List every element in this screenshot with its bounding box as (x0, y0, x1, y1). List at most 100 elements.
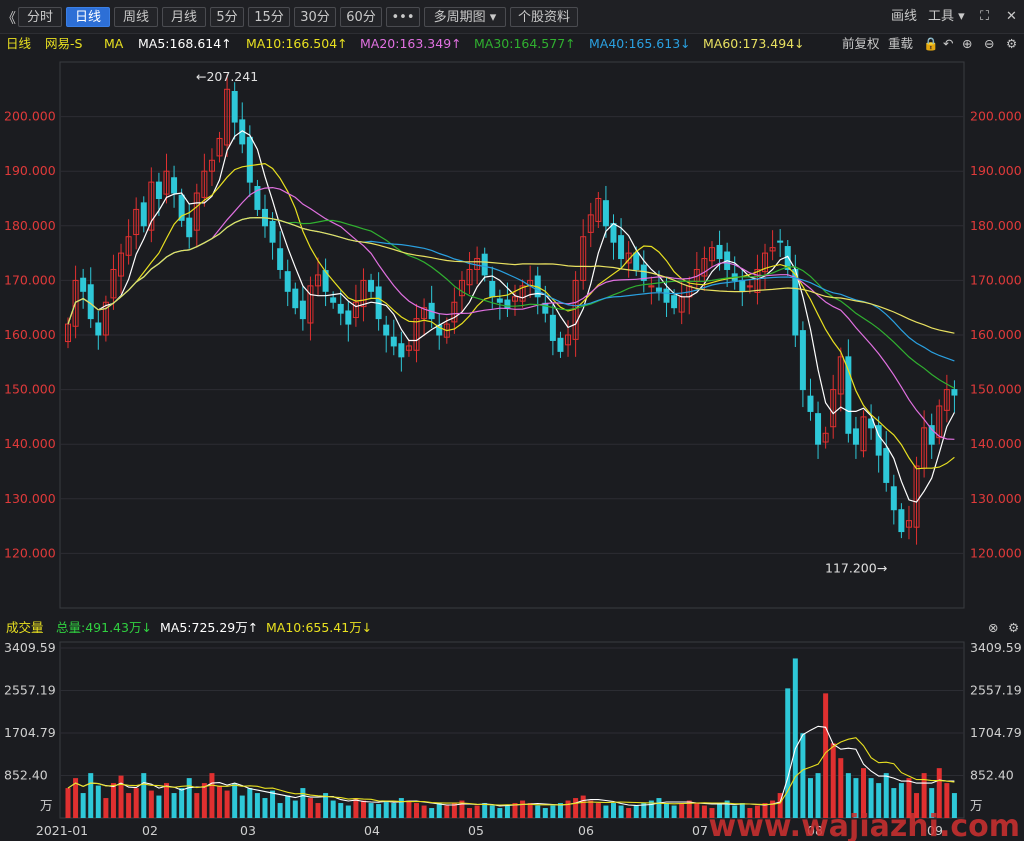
tab-5[interactable]: 15分 (248, 7, 290, 27)
volume-bar (573, 798, 579, 818)
close-icon[interactable]: ✕ (1006, 9, 1017, 24)
draw-line-button[interactable]: 画线 (891, 9, 918, 24)
volume-total: 总量:491.43万↓ (56, 620, 152, 635)
tab-4[interactable]: 5分 (210, 7, 244, 27)
undo-icon[interactable]: ↶ (943, 36, 954, 51)
zoom-out-icon[interactable]: ⊖ (984, 36, 995, 51)
candle-body (852, 428, 859, 445)
tab-1[interactable]: 日线 (66, 7, 110, 27)
candle-body (489, 280, 496, 298)
volume-bar (542, 808, 548, 818)
candle-body (360, 279, 367, 308)
volume-bar (868, 778, 874, 818)
candle-body (110, 268, 117, 299)
volume-bar (504, 805, 510, 818)
expand-icon[interactable]: ⛶ (980, 9, 990, 24)
candle-body (739, 279, 746, 292)
price-tick-left: 200.000 (4, 109, 56, 124)
lock-icon[interactable]: 🔒 (923, 36, 939, 51)
candle-body (95, 322, 102, 336)
candle-body (837, 356, 844, 395)
volume-bar (800, 733, 806, 818)
indicator-name[interactable]: MA (104, 36, 124, 51)
candle-body (504, 299, 511, 309)
settings-icon[interactable]: ⚙ (1008, 620, 1020, 635)
candle-body (451, 301, 458, 323)
volume-bar (648, 800, 654, 818)
candle-body (352, 301, 359, 319)
volume-bar (262, 798, 268, 818)
volume-bar (527, 803, 533, 818)
adjust-button[interactable]: 前复权 (842, 36, 880, 51)
volume-bar (429, 808, 435, 818)
volume-bar (762, 803, 768, 818)
stock-name: 网易-S (45, 36, 83, 51)
volume-tick-right: 3409.59 (970, 640, 1022, 655)
volume-bar (459, 800, 465, 818)
candle-body (542, 302, 549, 314)
candle-body (860, 416, 867, 452)
volume-unit-left: 万 (40, 798, 53, 813)
candle-body (277, 248, 284, 270)
volume-bar (838, 758, 844, 818)
low-annotation: 117.200→ (825, 561, 887, 576)
ma30-value: MA30:164.577↑ (474, 36, 576, 51)
tab-3[interactable]: 月线 (162, 7, 206, 27)
tab-8[interactable]: ••• (386, 7, 420, 27)
volume-bar (792, 658, 798, 818)
candle-body (72, 279, 79, 327)
candle-body (708, 247, 715, 262)
candle-body (777, 240, 784, 243)
x-axis-label: 06 (578, 823, 594, 838)
candle-body (610, 223, 617, 243)
volume-bar (254, 793, 260, 818)
volume-ma5-line (67, 725, 955, 807)
tab-7[interactable]: 60分 (340, 7, 382, 27)
reload-button[interactable]: 重载 (888, 36, 914, 51)
tab-0[interactable]: 分时 (18, 7, 62, 27)
volume-bar (217, 785, 223, 818)
candle-body (216, 137, 223, 157)
volume-bar (300, 788, 306, 818)
price-tick-left: 140.000 (4, 436, 56, 451)
candle-body (246, 136, 253, 183)
candle-body (163, 170, 170, 195)
volume-bar (80, 793, 86, 818)
tools-menu[interactable]: 工具 ▾ (928, 9, 965, 24)
volume-bar (474, 805, 480, 818)
price-tick-right: 160.000 (970, 327, 1022, 342)
candle-body (565, 334, 572, 346)
volume-bar (103, 798, 109, 818)
candle-body (943, 389, 950, 411)
tab-2[interactable]: 周线 (114, 7, 158, 27)
candle-body (315, 274, 322, 287)
x-axis-label: 2021-01 (36, 823, 88, 838)
volume-bar (520, 800, 526, 818)
double-chevron-left-icon[interactable]: 《 (2, 11, 16, 27)
volume-bar (807, 778, 813, 818)
volume-bar (186, 778, 192, 818)
close-icon[interactable]: ⊗ (988, 620, 999, 635)
zoom-in-icon[interactable]: ⊕ (962, 36, 973, 51)
volume-bar (436, 803, 442, 818)
price-tick-right: 130.000 (970, 491, 1022, 506)
candle-body (913, 465, 920, 528)
tab-9[interactable]: 多周期图 ▾ (424, 7, 506, 27)
volume-bar (679, 803, 685, 818)
candle-body (178, 194, 185, 221)
volume-bar (73, 778, 79, 818)
volume-bar (156, 795, 162, 818)
volume-tick-right: 2557.19 (970, 683, 1022, 698)
candle-body (951, 389, 958, 396)
volume-bar (694, 803, 700, 818)
candle-body (292, 288, 299, 309)
volume-bar (785, 688, 791, 818)
tab-6[interactable]: 30分 (294, 7, 336, 27)
volume-bar (338, 803, 344, 818)
volume-bar (133, 788, 139, 818)
x-axis-label: 09 (927, 823, 943, 838)
candle-body (890, 486, 897, 511)
settings-icon[interactable]: ⚙ (1006, 36, 1018, 51)
tab-10[interactable]: 个股资料 (510, 7, 578, 27)
